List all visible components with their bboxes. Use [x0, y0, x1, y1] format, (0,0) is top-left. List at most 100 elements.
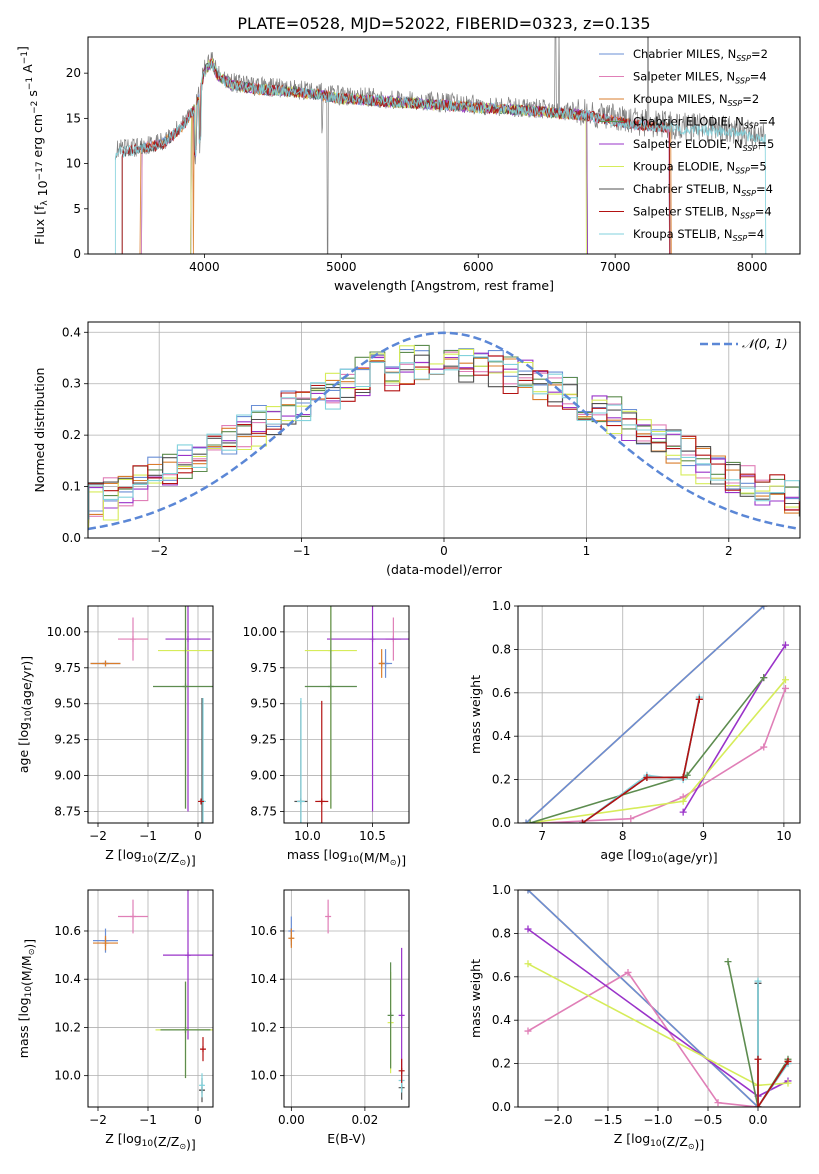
y-axis-label: mass weight — [468, 675, 483, 754]
point-marker — [524, 925, 532, 933]
y-tick-label: 0.2 — [62, 428, 81, 442]
point-marker — [781, 641, 789, 649]
y-tick-label: 0 — [73, 247, 81, 261]
x-tick-label: 0 — [194, 829, 202, 843]
line-salpeter-stelib — [582, 699, 701, 823]
x-tick-label: −1 — [139, 829, 157, 843]
line-chabrier-miles — [525, 606, 765, 823]
axes-frame — [283, 605, 410, 824]
y-tick-label: 0.1 — [62, 480, 81, 494]
model-spectrum-salpeter-stelib — [121, 58, 671, 254]
y-tick-label: 0.3 — [62, 377, 81, 391]
point-marker — [781, 684, 789, 692]
x-tick-label: 5000 — [326, 260, 357, 274]
point-marker — [760, 674, 768, 682]
panel-mass-weight-vs-Z: −2.0 −1.5 −1.0 −0.5 0.0 0.0 0.2 0.4 0.6 0.8 1.0 Z [… — [468, 883, 801, 1152]
point-marker — [679, 773, 687, 781]
panel-age-vs-Z: −2 −1 0 8.75 9.00 9.25 9.50 9.75 10.00 Z [log10(Z… — [16, 605, 214, 868]
point-marker — [398, 1012, 405, 1019]
point-marker — [182, 683, 189, 690]
legend-entry: Kroupa ELODIE, NSSP=5 — [633, 160, 767, 176]
panel-mass-vs-EBV: 0.00 0.02 10.0 10.2 10.4 10.6 E(B-V) — [250, 889, 410, 1146]
point-marker — [369, 636, 376, 643]
y-axis-label: mass weight — [468, 959, 483, 1038]
x-axis-label: (data-model)/error — [386, 562, 503, 577]
legend-entry: Salpeter STELIB, NSSP=4 — [633, 205, 772, 221]
panel-mass-vs-Z: −2 −1 0 10.0 10.2 10.4 10.6 Z [log10(Z/Z⊙)] mass… — [16, 889, 214, 1152]
point-marker — [130, 913, 136, 920]
x-tick-label: 7 — [538, 829, 546, 843]
x-tick-label: 10.5 — [359, 829, 386, 843]
y-tick-label: 9.75 — [54, 661, 81, 675]
point-marker — [325, 913, 332, 920]
point-marker — [578, 819, 586, 823]
y-tick-label: 20 — [66, 66, 81, 80]
spectrum-legend: Chabrier MILES, NSSP=2 Salpeter MILES, NS… — [599, 47, 775, 243]
point-marker — [200, 1046, 206, 1053]
y-axis-label: Flux [fλ 10−17 erg cm−2 s−1 A−1] — [15, 46, 50, 245]
y-tick-label: 15 — [66, 111, 81, 125]
axes-frame — [87, 36, 801, 255]
y-tick-label: 9.25 — [250, 733, 277, 747]
point-marker — [679, 797, 687, 805]
y-tick-label: 10.2 — [54, 1020, 81, 1034]
y-tick-label: 10 — [66, 157, 81, 171]
point-marker — [318, 798, 325, 805]
x-tick-label: 0.0 — [748, 1113, 767, 1127]
x-tick-label: 2 — [725, 544, 733, 558]
x-tick-label: −2.0 — [543, 1113, 572, 1127]
point-marker — [627, 815, 635, 823]
y-tick-label: 9.00 — [250, 769, 277, 783]
point-marker — [754, 977, 762, 985]
axes-frame — [517, 889, 801, 1108]
point-marker — [754, 1103, 762, 1107]
y-tick-label: 9.50 — [54, 697, 81, 711]
y-tick-label: 9.50 — [250, 697, 277, 711]
axes-frame — [283, 889, 410, 1108]
axes-frame — [87, 321, 801, 539]
y-tick-label: 0.0 — [62, 531, 81, 545]
y-tick-label: 0.8 — [492, 642, 511, 656]
y-tick-label: 8.75 — [54, 805, 81, 819]
point-marker — [182, 1026, 189, 1033]
x-tick-label: −2 — [89, 829, 107, 843]
legend-entry: Chabrier STELIB, NSSP=4 — [633, 182, 773, 198]
x-axis-label: wavelength [Angstrom, rest frame] — [334, 278, 554, 293]
point-marker — [679, 808, 687, 816]
line-kroupa-stelib — [757, 981, 789, 1107]
y-tick-label: 0.4 — [62, 325, 81, 339]
point-marker — [643, 773, 651, 781]
point-marker — [102, 660, 109, 667]
y-tick-label: 10.0 — [54, 1069, 81, 1083]
x-tick-label: 8000 — [737, 260, 768, 274]
y-tick-label: 10.0 — [250, 1069, 277, 1083]
line-salpeter-miles — [527, 971, 759, 1107]
x-tick-label: −0.5 — [693, 1113, 722, 1127]
point-marker — [760, 606, 768, 610]
histogram-kroupa-stelib — [88, 355, 800, 520]
x-tick-label: 7000 — [600, 260, 631, 274]
x-axis-label: Z [log10(Z/Z⊙)] — [614, 1131, 705, 1152]
y-tick-label: 0.2 — [492, 773, 511, 787]
line-salpeter-stelib — [757, 1059, 789, 1107]
plot-area — [90, 606, 213, 823]
point-marker — [524, 1027, 532, 1035]
x-tick-label: 6000 — [463, 260, 494, 274]
plot-area — [88, 331, 800, 531]
y-tick-label: 5 — [73, 202, 81, 216]
model-spectrum-chabrier-elodie — [190, 62, 588, 254]
x-tick-label: −1 — [293, 544, 311, 558]
point-marker — [398, 1067, 405, 1074]
y-tick-label: 0.4 — [492, 729, 511, 743]
y-axis-label: mass [log10(M/M⊙)] — [16, 939, 37, 1058]
y-tick-label: 1.0 — [492, 599, 511, 613]
point-marker — [378, 660, 385, 667]
y-tick-label: 9.75 — [250, 661, 277, 675]
plot-area — [93, 890, 213, 1103]
y-tick-label: 10.00 — [47, 625, 81, 639]
y-tick-label: 0.2 — [492, 1057, 511, 1071]
y-tick-label: 10.6 — [250, 924, 277, 938]
y-tick-label: 9.25 — [54, 733, 81, 747]
x-tick-label: 8 — [619, 829, 627, 843]
